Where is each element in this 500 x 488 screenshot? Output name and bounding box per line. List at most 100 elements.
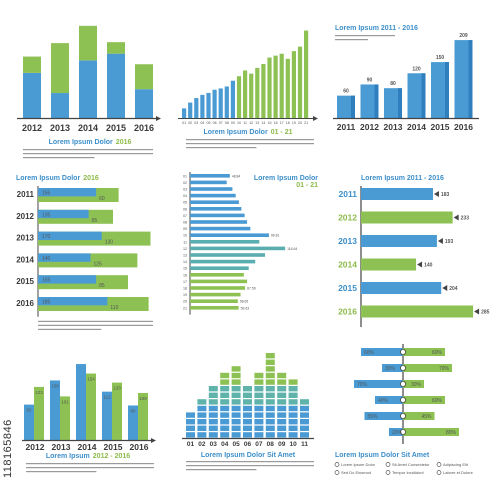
tick-label: 02: [198, 441, 206, 448]
bar-blue: [102, 391, 112, 440]
bar-block: [277, 405, 287, 412]
tick-label: 2013: [52, 442, 71, 452]
bar-block: [197, 399, 207, 405]
center-marker: [400, 413, 407, 420]
tick-label: 04: [221, 441, 229, 448]
bar-block: [208, 405, 218, 412]
tick-label: 2014: [338, 260, 357, 270]
bar-side: [374, 84, 379, 118]
bar-block: [220, 399, 230, 405]
tick-label: 2015: [338, 283, 357, 293]
center-marker: [400, 381, 407, 388]
horizontal-stacked-chart: Lorem Ipsum Dolor 2016 155 60 2011 135 65 2012 1…: [10, 172, 165, 330]
bar: [188, 102, 193, 118]
bar-block: [220, 386, 230, 392]
data-label: 30%: [385, 366, 396, 372]
bar-blue: [38, 188, 97, 197]
text-placeholder-line: [186, 143, 314, 145]
text-placeholder-line: [186, 147, 257, 149]
bar-block: [288, 379, 298, 385]
bar-block: [220, 412, 230, 418]
tick-label: 2011: [339, 189, 358, 199]
tick-label: 10: [237, 121, 241, 125]
tick-label: 03: [194, 121, 198, 125]
data-label: 80: [130, 408, 136, 413]
bar-block: [208, 386, 218, 392]
tick-label: 16: [274, 121, 278, 125]
bar-block: [277, 419, 287, 425]
bar-green: [51, 43, 69, 94]
bar-right: [403, 412, 435, 420]
bar-block: [288, 386, 298, 392]
bar: [200, 94, 205, 118]
bar-block: [243, 386, 252, 392]
bar: [190, 253, 266, 257]
bar: [194, 98, 199, 118]
bar-green: [34, 386, 44, 440]
data-label: 112: [103, 395, 111, 400]
bar-right: [403, 396, 445, 404]
tick-label: 19: [292, 121, 296, 125]
bar: [431, 62, 449, 118]
tick-label: 04: [200, 121, 204, 125]
tick-label: 05: [232, 441, 240, 448]
bar-block: [220, 372, 230, 379]
value-pointer: [453, 214, 459, 221]
bar-block: [243, 399, 252, 405]
tick-label: 2016: [134, 123, 154, 133]
chart-title-accent: 2016: [83, 175, 99, 182]
chart-title-accent: 2016: [116, 139, 132, 146]
bar: [190, 266, 249, 270]
tick-label: 12: [249, 121, 253, 125]
data-label: 65: [92, 218, 98, 224]
data-label: 20%: [392, 430, 403, 436]
data-label: 209: [459, 33, 468, 39]
bar-block: [277, 432, 287, 438]
bar-block: [288, 432, 298, 438]
bar: [190, 286, 246, 290]
value-pointer: [442, 285, 448, 291]
bar-block: [300, 425, 309, 431]
bar-block: [231, 392, 241, 398]
bar-side: [445, 62, 449, 118]
bar: [360, 84, 379, 118]
text-placeholder-line: [23, 149, 153, 151]
data-label: 30%: [411, 382, 422, 388]
tick-label: 18: [183, 287, 187, 291]
chart-svg: 01 02 03 04 05 06 07 08 09 10 11 12 13 14 15 16 17 18 19 20…: [178, 30, 318, 149]
data-label: 183: [441, 192, 450, 198]
chart-title-main: Lorem Ipsum Dolor Sit Amet: [201, 452, 296, 459]
bar-block: [220, 432, 230, 438]
bar-block: [254, 399, 264, 405]
bar-block: [277, 425, 287, 431]
data-label: 233: [461, 216, 470, 222]
chart-title-main: Lorem Ipsum Dolor: [16, 175, 80, 182]
bar-left: [361, 348, 403, 356]
value-pointer: [433, 191, 439, 197]
bar-block: [186, 425, 195, 431]
bar-side: [421, 73, 426, 118]
bar-right: [403, 364, 452, 372]
bar: [407, 73, 426, 118]
data-label: 45%: [421, 414, 432, 420]
tick-label: 2011: [17, 190, 35, 199]
bar-left: [364, 412, 403, 420]
tick-label: 04: [183, 194, 187, 198]
bar-blue: [51, 93, 69, 118]
tick-label: 13: [255, 121, 259, 125]
tick-label: 11: [301, 441, 308, 448]
bar: [361, 188, 433, 200]
horizontal-thin-chart: Lorem Ipsum Dolor 01 - 21 01 48.84 02 03 04 05 0…: [178, 172, 323, 322]
text-placeholder-line: [186, 469, 257, 471]
tick-label: 11: [243, 121, 247, 125]
bar-blue: [128, 405, 138, 440]
legend-item: Sed Do Eiusmod: [341, 470, 371, 475]
bar-blue: [79, 60, 97, 118]
bar-block: [243, 392, 252, 398]
bar: [190, 306, 239, 310]
bar-block: [243, 432, 252, 438]
legend-item: Sit Amet Consectetur: [392, 462, 430, 467]
tick-label: 12: [183, 247, 187, 251]
bar: [230, 80, 235, 118]
legend-item: Labore et Dolore: [443, 470, 474, 475]
